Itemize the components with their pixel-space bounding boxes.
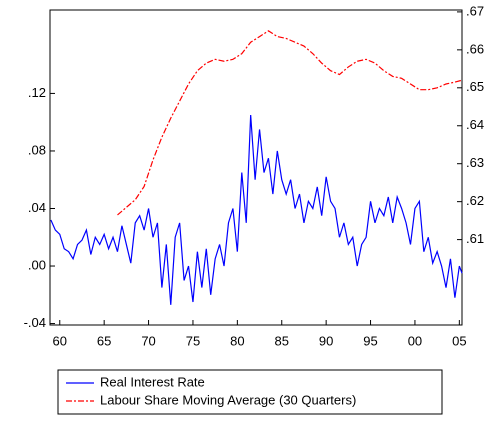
x-tick-label: 60 — [53, 333, 67, 348]
x-tick-label: 90 — [319, 333, 333, 348]
y-tick-label: -.04 — [24, 315, 46, 330]
y-tick-label: .04 — [28, 200, 46, 215]
x-tick-label: 00 — [408, 333, 422, 348]
y2-tick-label: .64 — [466, 117, 484, 132]
x-tick-label: 85 — [275, 333, 289, 348]
legend-label: Labour Share Moving Average (30 Quarters… — [100, 392, 356, 407]
x-tick-label: 80 — [230, 333, 244, 348]
y2-tick-label: .61 — [466, 231, 484, 246]
x-tick-label: 65 — [97, 333, 111, 348]
legend-box — [57, 369, 443, 415]
y-tick-label: .08 — [28, 142, 46, 157]
y2-tick-label: .63 — [466, 155, 484, 170]
y2-tick-label: .66 — [466, 41, 484, 56]
y2-tick-label: .62 — [466, 193, 484, 208]
x-tick-label: 95 — [363, 333, 377, 348]
plot-frame — [49, 9, 463, 326]
y-tick-label: .12 — [28, 85, 46, 100]
x-tick-label: 05 — [452, 333, 466, 348]
y-tick-label: .00 — [28, 257, 46, 272]
x-tick-label: 70 — [141, 333, 155, 348]
legend-label: Real Interest Rate — [100, 374, 205, 389]
y2-tick-label: .65 — [466, 79, 484, 94]
series-line — [117, 30, 463, 216]
y2-tick-label: .67 — [466, 3, 484, 18]
series-line — [50, 114, 463, 305]
x-tick-label: 75 — [186, 333, 200, 348]
